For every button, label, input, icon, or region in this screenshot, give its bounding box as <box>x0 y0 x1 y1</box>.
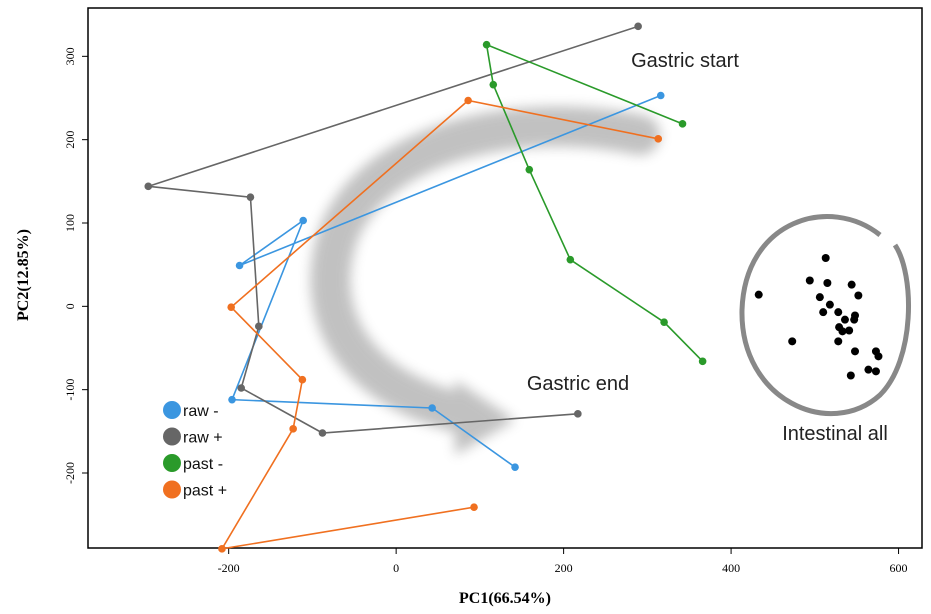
legend-label: raw + <box>183 430 223 447</box>
cluster-ring <box>739 214 912 416</box>
point <box>840 315 849 324</box>
series-line <box>220 99 659 550</box>
y-tick-label: -200 <box>63 462 77 484</box>
point <box>864 365 873 374</box>
legend-label: raw - <box>183 403 219 420</box>
point <box>805 276 814 285</box>
point <box>819 308 828 317</box>
legend-label: past + <box>183 483 227 500</box>
point <box>470 503 478 511</box>
legend-swatch <box>163 401 181 419</box>
point <box>218 545 226 553</box>
point <box>851 347 860 356</box>
y-tick-label: 200 <box>63 131 77 149</box>
point <box>846 371 855 380</box>
annotation: Gastric end <box>527 373 629 395</box>
annotation: Gastric start <box>631 50 739 72</box>
point <box>255 322 263 331</box>
point <box>525 165 534 174</box>
y-tick-label: -100 <box>63 379 77 401</box>
series-line <box>230 94 662 468</box>
point <box>825 300 834 309</box>
point <box>821 254 830 262</box>
point <box>871 367 880 376</box>
annotation: Intestinal all <box>782 423 888 445</box>
point <box>228 395 236 404</box>
point <box>874 352 883 361</box>
point <box>464 96 472 105</box>
point <box>850 315 859 324</box>
point <box>566 255 575 264</box>
point <box>660 318 668 326</box>
point <box>845 326 854 335</box>
legend-swatch <box>163 454 181 472</box>
x-tick-label: 600 <box>890 561 908 575</box>
y-tick-label: 300 <box>63 47 77 65</box>
x-tick-label: -200 <box>218 561 240 575</box>
point <box>144 182 153 191</box>
point <box>574 410 582 418</box>
x-tick-label: 400 <box>722 561 740 575</box>
point <box>246 193 255 201</box>
point <box>299 216 307 225</box>
point <box>634 22 642 31</box>
y-tick-label: 0 <box>63 303 77 309</box>
plot-frame <box>87 7 923 549</box>
point <box>482 40 491 49</box>
legend-swatch <box>163 427 181 446</box>
point <box>298 375 307 384</box>
point <box>838 327 847 336</box>
point <box>227 303 235 311</box>
point <box>834 337 843 346</box>
x-axis-label: PC1(66.54%) <box>459 590 551 607</box>
point <box>754 290 763 299</box>
y-tick-label: 100 <box>63 214 77 232</box>
point <box>698 357 707 366</box>
point <box>788 337 797 346</box>
x-tick-label: 0 <box>393 561 399 575</box>
point <box>237 384 246 392</box>
point <box>854 291 863 300</box>
point <box>656 91 665 100</box>
point <box>235 261 244 270</box>
point <box>834 308 843 317</box>
point <box>823 279 832 287</box>
point <box>511 463 519 471</box>
point <box>289 425 297 433</box>
y-axis-label: PC2(12.85%) <box>15 229 32 321</box>
series-line <box>485 43 704 362</box>
x-tick-label: 200 <box>555 561 573 575</box>
legend-label: past - <box>183 456 223 473</box>
point <box>847 280 856 289</box>
point <box>428 404 436 412</box>
legend-swatch <box>163 480 181 499</box>
point <box>654 135 663 143</box>
point <box>678 120 687 128</box>
point <box>318 429 327 437</box>
point <box>815 293 824 302</box>
point <box>489 80 498 89</box>
trajectory-arrow <box>310 106 660 455</box>
